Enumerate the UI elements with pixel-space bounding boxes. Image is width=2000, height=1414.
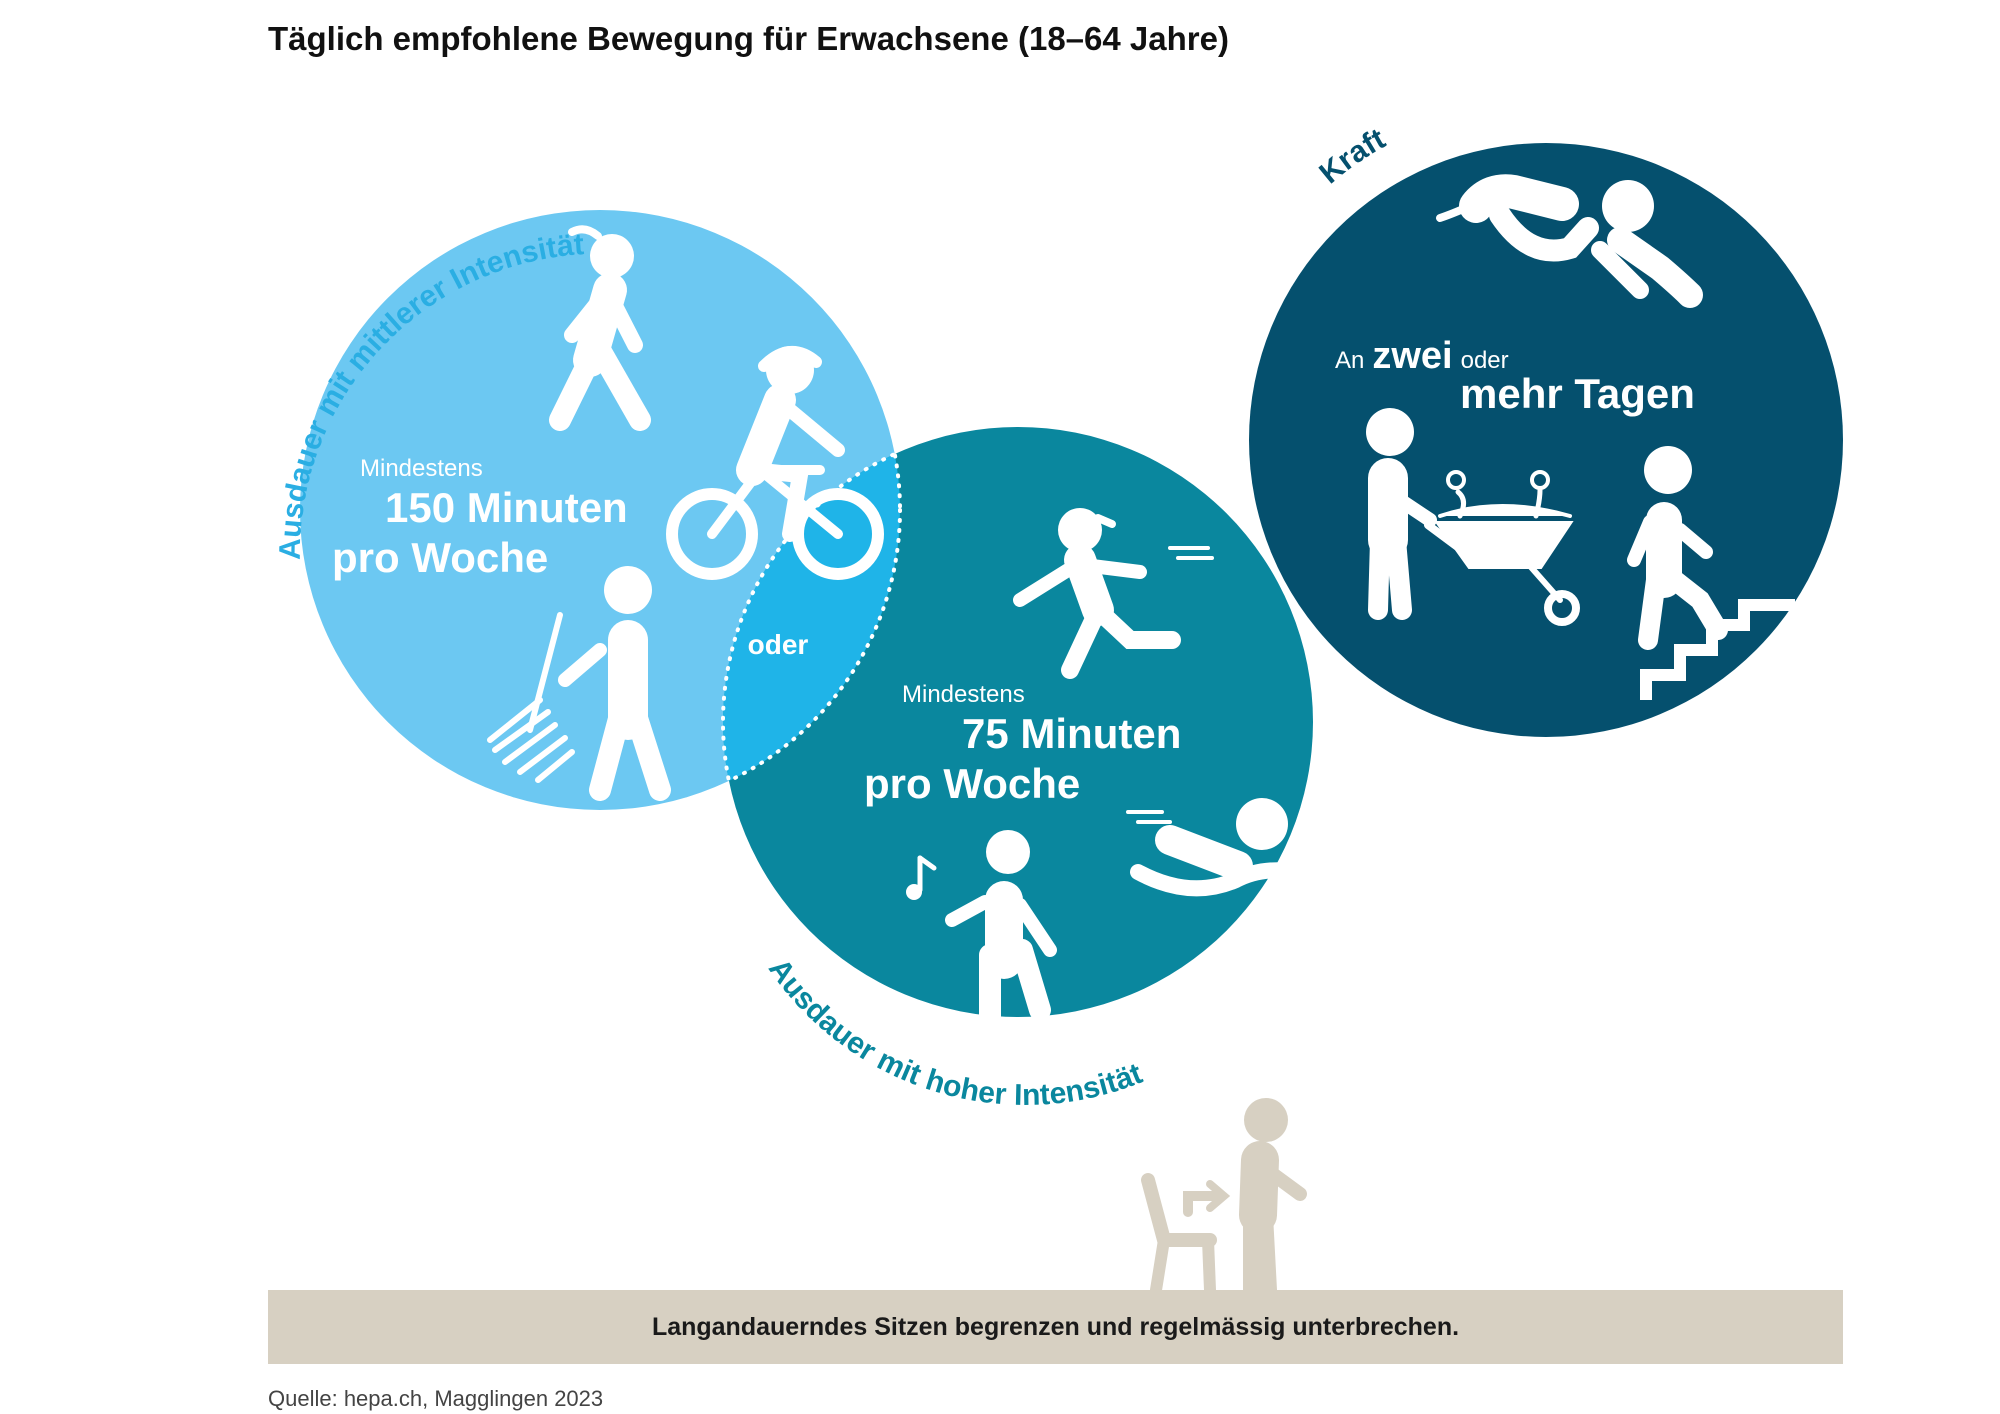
source-note: Quelle: hepa.ch, Magglingen 2023 — [268, 1386, 604, 1411]
strength-arc-label: Kraft — [1313, 122, 1390, 190]
strength-line1: An zwei oder — [1335, 335, 1509, 377]
push-up-icon — [1436, 174, 1703, 308]
chair-icon — [1141, 1173, 1231, 1296]
raking-icon — [487, 566, 671, 801]
standing-person-icon — [1239, 1098, 1307, 1299]
moderate-amount: 150 Minuten — [385, 484, 628, 531]
swimming-icon — [1126, 798, 1308, 897]
vigorous-unit: pro Woche — [864, 760, 1080, 807]
strength-circle — [1249, 143, 1843, 737]
vigorous-amount: 75 Minuten — [962, 710, 1181, 757]
running-icon — [1013, 508, 1214, 679]
step-aerobics-icon — [906, 830, 1057, 1041]
cycling-icon — [666, 345, 884, 580]
overlap-area — [723, 427, 900, 810]
sitting-banner: Langandauerndes Sitzen begrenzen und reg… — [268, 1290, 1843, 1364]
overlap-border-dots — [723, 427, 902, 812]
wheelbarrow-icon — [1366, 408, 1580, 626]
vigorous-prefix: Mindestens — [902, 681, 1025, 708]
stair-climbing-icon — [1627, 446, 1795, 700]
page-title: Täglich empfohlene Bewegung für Erwachse… — [268, 20, 1229, 57]
overlap-label: oder — [748, 629, 809, 660]
moderate-prefix: Mindestens — [360, 455, 483, 482]
strength-line2: mehr Tagen — [1460, 370, 1695, 417]
moderate-unit: pro Woche — [332, 534, 548, 581]
walking-icon — [549, 225, 651, 431]
